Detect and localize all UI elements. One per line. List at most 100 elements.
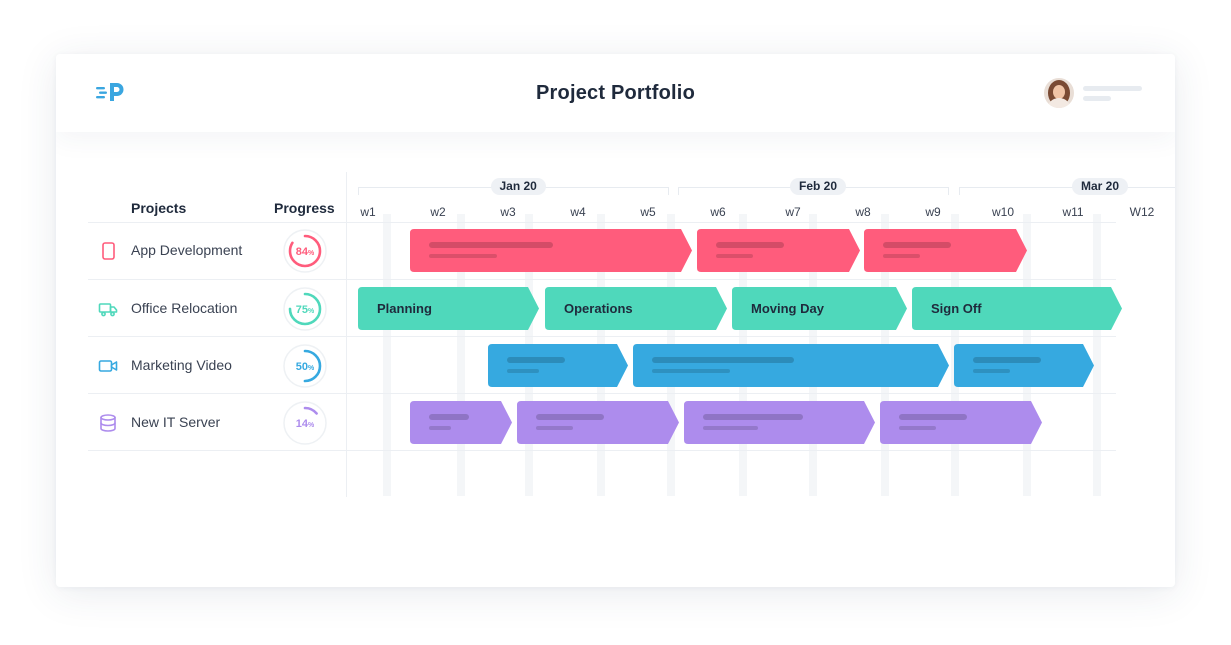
progress-arc xyxy=(288,406,322,439)
bracket-tick xyxy=(948,188,949,195)
task-title-placeholder xyxy=(973,357,1041,363)
task-bar[interactable]: Operations xyxy=(545,287,727,330)
month-bracket xyxy=(959,187,1175,196)
task-bar-shape xyxy=(697,229,860,272)
task-subtitle-placeholder xyxy=(536,426,573,430)
task-bar[interactable] xyxy=(633,344,949,387)
week-label: w6 xyxy=(710,205,726,219)
task-bar-shape xyxy=(880,401,1042,444)
week-label: w11 xyxy=(1062,205,1084,219)
task-title-placeholder xyxy=(429,242,553,248)
bracket-tick xyxy=(668,188,669,195)
progress-percent-label: 50% xyxy=(296,361,315,373)
database-icon xyxy=(98,413,118,433)
week-label: w4 xyxy=(570,205,586,219)
task-bar-shape xyxy=(488,344,628,387)
task-bar-shape xyxy=(684,401,875,444)
progress-arc xyxy=(288,349,322,382)
projects-column-header: Projects xyxy=(131,200,187,216)
month-label: Feb 20 xyxy=(790,178,847,195)
task-subtitle-placeholder xyxy=(429,426,451,430)
task-bar[interactable] xyxy=(954,344,1094,387)
app-header: Project Portfolio xyxy=(56,54,1175,132)
task-subtitle-placeholder xyxy=(899,426,936,430)
task-label: Planning xyxy=(377,301,432,316)
row-divider xyxy=(88,336,1116,337)
week-label: w3 xyxy=(500,205,516,219)
project-name: Office Relocation xyxy=(131,299,238,316)
video-camera-icon xyxy=(98,356,118,376)
progress-column-header: Progress xyxy=(274,200,335,216)
task-bar-shape xyxy=(954,344,1094,387)
task-title-placeholder xyxy=(716,242,784,248)
task-bar[interactable] xyxy=(880,401,1042,444)
task-title-placeholder xyxy=(507,357,565,363)
week-label: W12 xyxy=(1129,205,1155,219)
progress-ring: 50% xyxy=(283,343,327,388)
task-bar-shape xyxy=(545,287,727,330)
month-label: Mar 20 xyxy=(1072,178,1129,195)
bracket-tick xyxy=(678,188,679,195)
task-title-placeholder xyxy=(703,414,803,420)
week-label: w2 xyxy=(430,205,446,219)
month-label: Jan 20 xyxy=(490,178,546,195)
task-bar-shape xyxy=(517,401,679,444)
task-bar-shape xyxy=(732,287,907,330)
progress-ring: 75% xyxy=(283,286,327,331)
task-bar[interactable] xyxy=(684,401,875,444)
progress-arc xyxy=(288,292,322,325)
task-bar[interactable] xyxy=(410,401,512,444)
progress-percent-label: 84% xyxy=(296,246,315,258)
week-label: w7 xyxy=(785,205,801,219)
task-bar-shape xyxy=(633,344,949,387)
task-bar[interactable] xyxy=(517,401,679,444)
task-subtitle-placeholder xyxy=(703,426,758,430)
week-label: w1 xyxy=(360,205,376,219)
row-divider xyxy=(88,450,1116,451)
bracket-tick xyxy=(358,188,359,195)
week-label: w5 xyxy=(640,205,656,219)
task-label: Operations xyxy=(564,301,633,316)
bracket-tick xyxy=(959,188,960,195)
task-bar[interactable] xyxy=(488,344,628,387)
row-divider xyxy=(88,279,1116,280)
task-title-placeholder xyxy=(883,242,951,248)
task-subtitle-placeholder xyxy=(429,254,497,258)
task-bar[interactable]: Sign Off xyxy=(912,287,1122,330)
task-bar-shape xyxy=(912,287,1122,330)
project-name: App Development xyxy=(131,241,243,258)
task-title-placeholder xyxy=(652,357,794,363)
row-divider xyxy=(88,393,1116,394)
task-bar[interactable] xyxy=(864,229,1027,272)
column-divider xyxy=(346,172,347,497)
task-label: Sign Off xyxy=(931,301,982,316)
user-avatar[interactable] xyxy=(1044,78,1074,108)
task-bar[interactable]: Moving Day xyxy=(732,287,907,330)
task-bar[interactable] xyxy=(697,229,860,272)
task-subtitle-placeholder xyxy=(716,254,753,258)
grid-stripe xyxy=(1093,214,1101,496)
task-bar-shape xyxy=(864,229,1027,272)
task-title-placeholder xyxy=(429,414,469,420)
user-name-placeholder xyxy=(1083,86,1142,91)
task-bar[interactable]: Planning xyxy=(358,287,539,330)
task-title-placeholder xyxy=(536,414,604,420)
progress-ring: 84% xyxy=(283,228,327,273)
task-bar-shape xyxy=(410,229,692,272)
grid-stripe xyxy=(457,214,465,496)
p-logo-icon[interactable] xyxy=(96,79,130,105)
progress-ring: 14% xyxy=(283,400,327,445)
progress-percent-label: 14% xyxy=(296,418,315,430)
task-bar[interactable] xyxy=(410,229,692,272)
task-bar-shape xyxy=(358,287,539,330)
phone-icon xyxy=(98,241,118,261)
project-name: Marketing Video xyxy=(131,356,232,373)
grid-stripe xyxy=(383,214,391,496)
task-subtitle-placeholder xyxy=(883,254,920,258)
progress-percent-label: 75% xyxy=(296,304,315,316)
week-label: w9 xyxy=(925,205,941,219)
user-role-placeholder xyxy=(1083,96,1111,101)
week-label: w8 xyxy=(855,205,871,219)
page-title: Project Portfolio xyxy=(536,82,695,104)
row-divider xyxy=(88,222,1116,223)
